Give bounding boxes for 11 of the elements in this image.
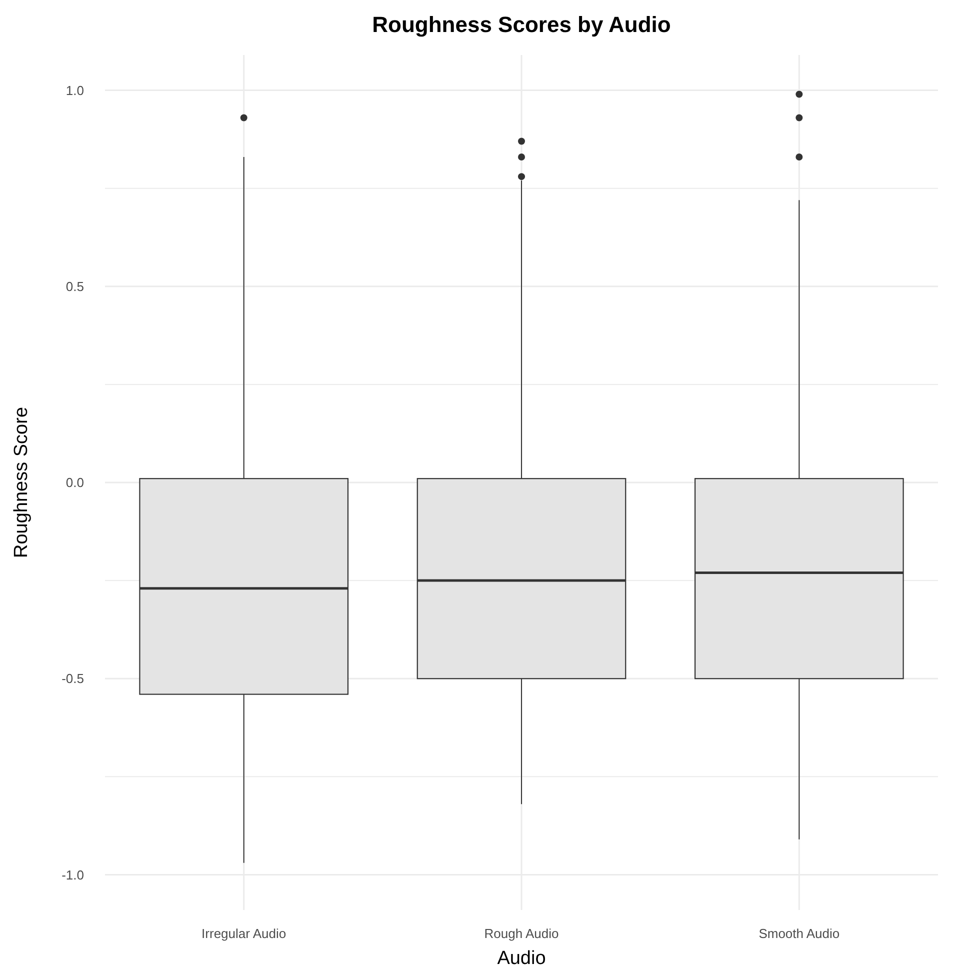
y-axis-title: Roughness Score bbox=[11, 406, 32, 558]
x-tick-label: Smooth Audio bbox=[758, 926, 840, 941]
x-axis-title: Audio bbox=[497, 948, 546, 969]
y-tick-label: 0.5 bbox=[66, 278, 84, 294]
chart-title: Roughness Scores by Audio bbox=[372, 12, 671, 37]
x-tick-label: Irregular Audio bbox=[202, 926, 286, 941]
y-tick-label: 0.0 bbox=[66, 475, 84, 490]
y-tick-label: -0.5 bbox=[62, 671, 84, 686]
y-tick-label: -1.0 bbox=[62, 867, 84, 882]
x-tick-label: Rough Audio bbox=[484, 926, 559, 941]
y-tick-label: 1.0 bbox=[66, 82, 84, 98]
